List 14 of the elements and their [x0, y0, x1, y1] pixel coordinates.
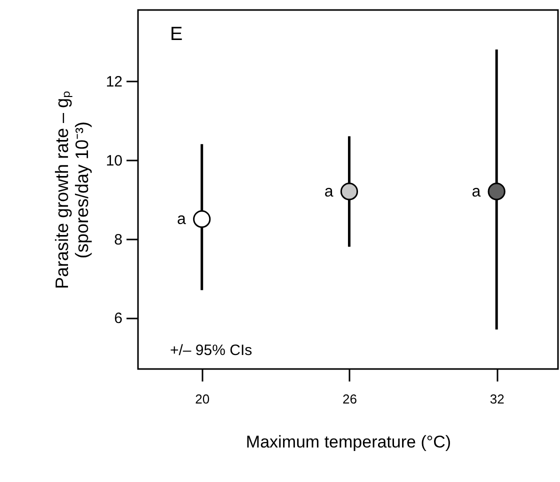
annotation: a: [472, 183, 481, 200]
y-tick-label: 8: [114, 231, 122, 248]
y-axis-title: Parasite growth rate – gₚ (spores/day 10⁻³): [52, 90, 92, 290]
x-tick-label: 32: [490, 392, 504, 406]
annotation: a: [176, 211, 186, 228]
annotation: E: [170, 24, 183, 45]
y-tick-label: 12: [106, 74, 122, 91]
y-tick-label: 10: [106, 152, 122, 170]
x-axis-title: Maximum temperature (°C): [246, 432, 452, 452]
annotation: +/– 95% CIs: [170, 342, 252, 359]
y-tick-label: 6: [114, 310, 122, 328]
annotation: a: [324, 183, 334, 200]
x-tick-label: 26: [342, 392, 357, 406]
x-tick-label: 20: [195, 392, 210, 406]
